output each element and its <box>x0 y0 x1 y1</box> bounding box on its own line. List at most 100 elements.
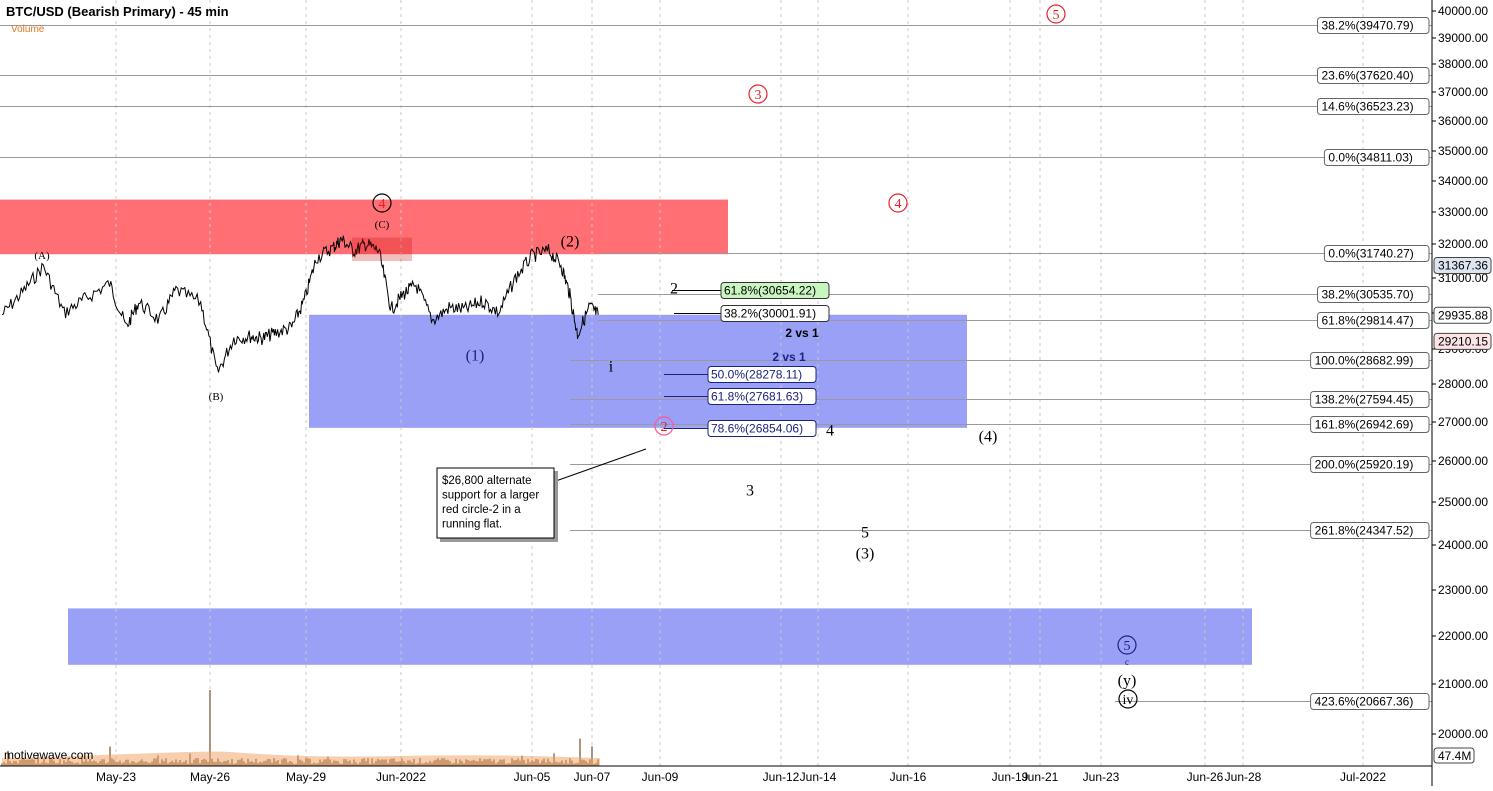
y-tick-label: 33000.00 <box>1438 205 1488 219</box>
price-line <box>1 235 599 373</box>
fib-level-tag <box>1310 416 1430 433</box>
fib-level-label: 38.2%(39470.79) <box>1322 19 1414 33</box>
annotation-text: support for a larger <box>442 490 539 502</box>
wave-label: 5 <box>1124 639 1131 654</box>
x-tick-label: Jun-07 <box>574 770 611 784</box>
wave-circle <box>1046 4 1066 24</box>
fib-level-label: 261.8%(24347.52) <box>1315 524 1414 538</box>
fib-level-tag <box>1323 149 1430 166</box>
volume-tag-label: 47.4M <box>1438 749 1471 763</box>
wave-label: (1) <box>466 348 485 365</box>
wave-label: 5 <box>1053 8 1060 23</box>
wave-label: (4) <box>979 429 998 446</box>
wave-label: 4 <box>895 197 902 212</box>
wave-circle <box>372 193 392 213</box>
fib-level-tag <box>1317 98 1430 115</box>
fib-level-tag <box>1310 352 1430 369</box>
y-tick-label: 37000.00 <box>1438 85 1488 99</box>
x-tick-label: Jun-19 <box>992 770 1029 784</box>
fib-level-tag <box>1317 286 1430 303</box>
fib-level-tag <box>1310 391 1430 408</box>
fib-level-tag <box>1310 693 1430 710</box>
y-tick-label: 31000.00 <box>1438 271 1488 285</box>
wave-label: 2 vs 1 <box>772 350 806 364</box>
wave-label: (A) <box>34 250 50 262</box>
volume-ma <box>2 751 600 766</box>
x-tick-label: Jun-09 <box>642 770 679 784</box>
retrace-box <box>720 282 830 299</box>
price-tag-label: 29210.15 <box>1438 334 1488 348</box>
annotation-box <box>436 467 555 539</box>
fib-level-label: 138.2%(27594.45) <box>1315 393 1414 407</box>
retrace-label: 61.8%(30654.22) <box>724 284 816 298</box>
retrace-label: 38.2%(30001.91) <box>724 307 816 321</box>
annotation-pointer <box>552 448 647 483</box>
wave-label: 2 <box>661 420 668 435</box>
fib-level-label: 423.6%(20667.36) <box>1315 695 1414 709</box>
price-highlight <box>352 237 412 261</box>
wave-label: 4 <box>379 197 386 212</box>
fib-level-label: 23.6%(37620.40) <box>1322 69 1414 83</box>
wave-label: 5 <box>861 525 869 542</box>
y-tick-label: 27000.00 <box>1438 415 1488 429</box>
x-tick-label: Jun-14 <box>800 770 837 784</box>
annotation-text: red circle-2 in a <box>442 504 521 516</box>
fib-level-label: 200.0%(25920.19) <box>1315 458 1414 472</box>
retrace-box <box>707 366 817 383</box>
wave-label: (B) <box>209 391 224 403</box>
fib-level-label: 38.2%(30535.70) <box>1322 288 1414 302</box>
retrace-label: 61.8%(27681.63) <box>711 390 803 404</box>
y-tick-label: 25000.00 <box>1438 495 1488 509</box>
fib-level-tag <box>1310 456 1430 473</box>
annotation-text: running flat. <box>442 519 502 531</box>
wave-circle <box>1117 635 1137 655</box>
retrace-label: 78.6%(26854.06) <box>711 422 803 436</box>
volume-tag <box>1433 747 1475 764</box>
red-zone <box>0 199 728 255</box>
y-tick-label: 26000.00 <box>1438 454 1488 468</box>
y-tick-label: 34000.00 <box>1438 174 1488 188</box>
wave-label: iv <box>1123 693 1134 708</box>
price-tag <box>1433 332 1492 350</box>
wave-circle <box>748 84 768 104</box>
price-tag-label: 29935.88 <box>1438 308 1488 322</box>
watermark: motivewave.com <box>4 748 93 762</box>
x-tick-label: May-26 <box>190 770 230 784</box>
x-tick-label: Jun-05 <box>514 770 551 784</box>
y-tick-label: 39000.00 <box>1438 31 1488 45</box>
fib-level-tag <box>1317 67 1430 84</box>
fib-level-label: 14.6%(36523.23) <box>1322 100 1414 114</box>
fib-level-label: 0.0%(31740.27) <box>1328 247 1413 261</box>
y-tick-label: 23000.00 <box>1438 583 1488 597</box>
x-tick-label: Jun-26 <box>1187 770 1224 784</box>
y-tick-label: 35000.00 <box>1438 144 1488 158</box>
wave-circle-halo <box>654 416 674 436</box>
x-tick-label: Jun-23 <box>1083 770 1120 784</box>
y-tick-label: 24000.00 <box>1438 538 1488 552</box>
wave-label: 2 vs 1 <box>785 326 819 340</box>
x-tick-label: Jun-28 <box>1225 770 1262 784</box>
wave-label: 3 <box>755 88 762 103</box>
fib-level-label: 161.8%(26942.69) <box>1315 418 1414 432</box>
annotation-text: $26,800 alternate <box>442 475 532 487</box>
wave-label: (2) <box>561 234 580 251</box>
wave-circle <box>888 193 908 213</box>
fib-level-label: 0.0%(34811.03) <box>1328 151 1413 165</box>
price-tag <box>1433 306 1492 324</box>
retrace-box <box>707 420 817 437</box>
fib-level-tag <box>1323 245 1430 262</box>
y-tick-label: 20000.00 <box>1438 727 1488 741</box>
fib-level-tag <box>1317 17 1430 34</box>
wave-label: (C) <box>375 219 390 231</box>
x-tick-label: Jul-2022 <box>1340 770 1386 784</box>
y-tick-label: 40000.00 <box>1438 4 1488 18</box>
x-tick-label: May-23 <box>96 770 136 784</box>
fib-level-tag <box>1317 312 1430 329</box>
wave-circle <box>1118 689 1138 709</box>
wave-label: i <box>609 359 614 376</box>
retrace-label: 50.0%(28278.11) <box>711 368 802 382</box>
x-tick-label: Jun-21 <box>1022 770 1059 784</box>
wave-label: (y) <box>1118 673 1137 690</box>
